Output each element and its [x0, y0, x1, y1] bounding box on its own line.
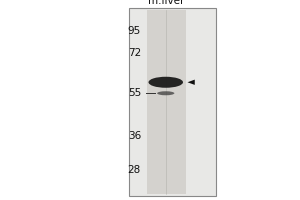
Bar [129, 8, 216, 196]
Ellipse shape [157, 91, 174, 95]
Polygon shape [188, 80, 195, 85]
Text: 72: 72 [128, 48, 141, 58]
Text: 95: 95 [128, 26, 141, 36]
Bar [147, 10, 186, 194]
Text: 28: 28 [128, 165, 141, 175]
Text: 36: 36 [128, 131, 141, 141]
Text: m.liver: m.liver [148, 0, 185, 6]
Ellipse shape [148, 77, 183, 88]
Text: 55: 55 [128, 88, 141, 98]
